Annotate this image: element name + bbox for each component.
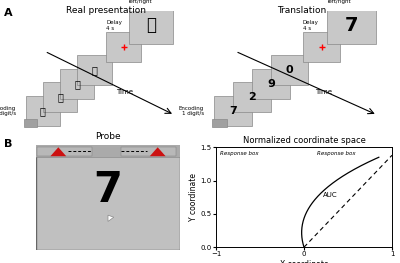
Text: 零: 零 <box>92 65 97 75</box>
Bar <box>327 6 376 44</box>
Bar <box>129 6 174 44</box>
Bar <box>212 119 227 127</box>
Bar <box>214 96 252 126</box>
Bar <box>36 145 180 157</box>
Polygon shape <box>108 215 114 221</box>
Text: Probe
left/right: Probe left/right <box>129 0 152 4</box>
Polygon shape <box>150 147 166 156</box>
Text: 染: 染 <box>146 16 156 34</box>
Text: 玖: 玖 <box>74 79 80 89</box>
Text: Translation: Translation <box>278 6 327 14</box>
X-axis label: X coordinate: X coordinate <box>280 260 328 263</box>
Bar <box>252 69 290 99</box>
Bar <box>26 96 60 126</box>
Text: Delay
4 s: Delay 4 s <box>303 20 319 31</box>
Text: 7: 7 <box>229 106 237 116</box>
Bar <box>303 32 340 62</box>
Text: Time: Time <box>314 89 332 95</box>
Text: Delay
4 s: Delay 4 s <box>106 20 122 31</box>
Text: 7: 7 <box>345 16 358 34</box>
Text: Response box: Response box <box>220 151 259 156</box>
Text: AUC: AUC <box>323 192 338 198</box>
Bar <box>38 147 92 156</box>
Text: 9: 9 <box>267 79 275 89</box>
Bar <box>271 55 308 85</box>
Bar <box>43 83 77 112</box>
Text: Time: Time <box>116 89 134 95</box>
Title: Normalized coordinate space: Normalized coordinate space <box>242 136 366 145</box>
Polygon shape <box>50 147 66 156</box>
Text: 0: 0 <box>286 65 294 75</box>
Text: Encoding
1 digit/s: Encoding 1 digit/s <box>0 105 16 116</box>
Bar <box>121 147 176 156</box>
Text: Response box: Response box <box>317 151 356 156</box>
Text: Encoding
1 digit/s: Encoding 1 digit/s <box>179 105 204 116</box>
Bar <box>24 119 37 127</box>
Bar <box>233 83 271 112</box>
Bar <box>106 32 141 62</box>
Text: 染: 染 <box>40 106 46 116</box>
Text: Real presentation: Real presentation <box>66 6 146 14</box>
Text: Probe: Probe <box>95 133 121 141</box>
Bar <box>60 69 94 99</box>
Text: 戏: 戏 <box>57 92 63 102</box>
Text: Probe
left/right: Probe left/right <box>327 0 351 4</box>
Text: 7: 7 <box>94 169 122 211</box>
Text: B: B <box>4 139 12 149</box>
Y-axis label: Y coordinate: Y coordinate <box>189 173 198 221</box>
Text: A: A <box>4 8 13 18</box>
Text: 2: 2 <box>248 92 256 102</box>
Bar <box>77 55 112 85</box>
